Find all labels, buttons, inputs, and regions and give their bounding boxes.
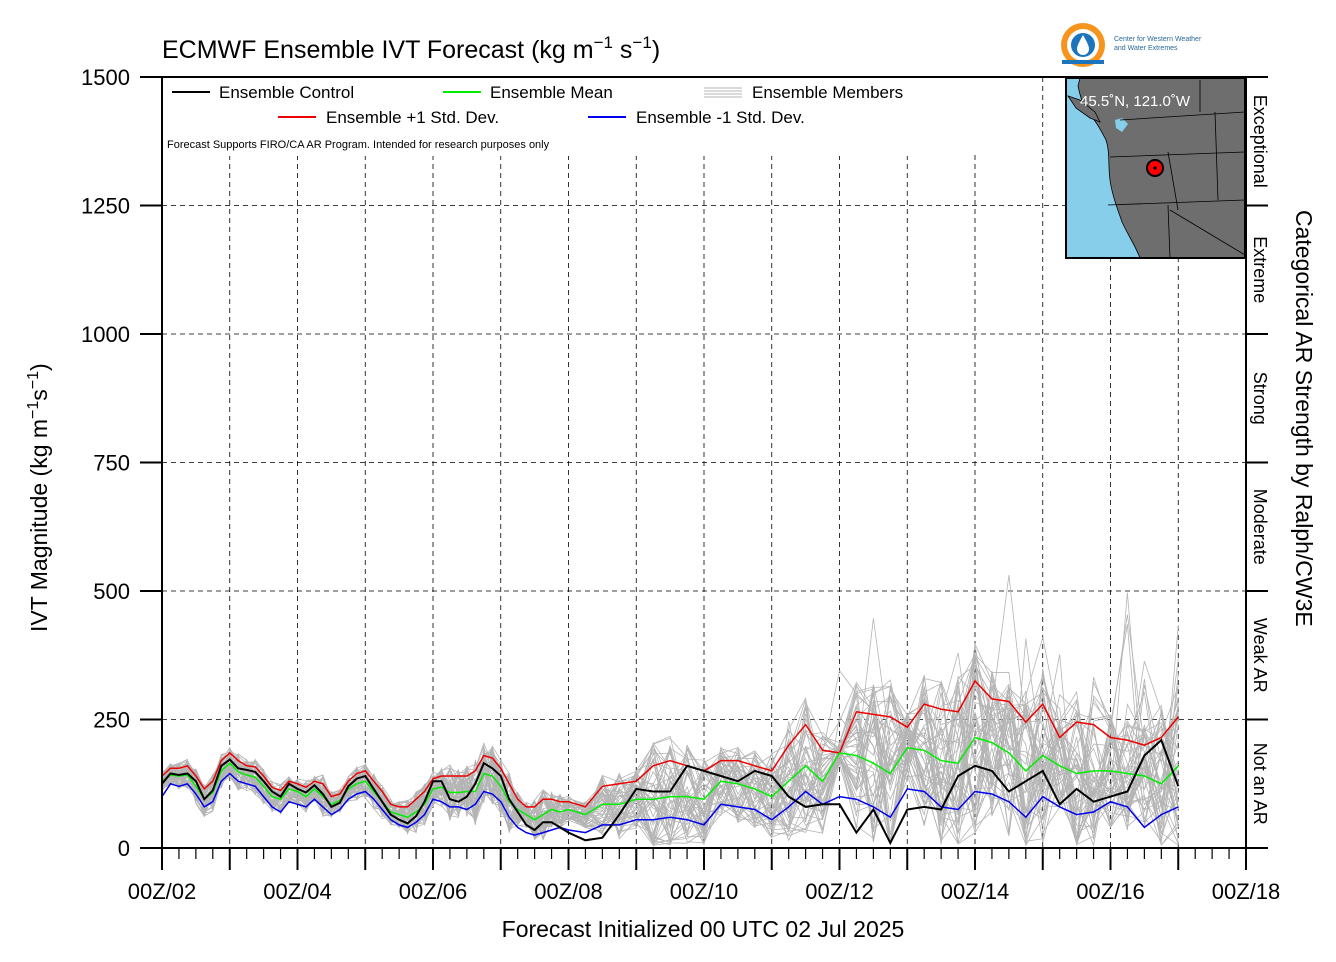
inset-map: 45.5˚N, 121.0˚W — [1065, 77, 1246, 259]
category-label: Extreme — [1250, 236, 1270, 303]
x-axis-ticks: 00Z/02 00Z/04 00Z/06 00Z/08 00Z/10 00Z/12 00Z/… — [128, 848, 1281, 904]
category-label: Not an AR — [1250, 743, 1270, 825]
right-axis-label: Categorical AR Strength by Ralph/CW3E — [1291, 210, 1317, 627]
title-sup2: −1 — [632, 33, 651, 52]
x-tick-label: 00Z/06 — [399, 879, 468, 904]
ensemble-member-line — [161, 652, 1179, 846]
map-location-label: 45.5˚N, 121.0˚W — [1080, 93, 1191, 110]
y-tick-label: 750 — [93, 451, 130, 476]
x-tick-label: 00Z/02 — [128, 879, 197, 904]
ensemble-member-line — [161, 642, 1179, 834]
y-tick-label: 0 — [118, 836, 130, 861]
category-label: Strong — [1250, 372, 1270, 425]
island-outline — [1067, 95, 1101, 123]
legend-label-members: Ensemble Members — [752, 83, 903, 102]
title-mid: s — [613, 36, 632, 64]
ensemble-members — [161, 574, 1179, 847]
series-lines — [161, 679, 1180, 846]
research-note: Forecast Supports FIRO/CA AR Program. In… — [167, 139, 550, 151]
title-main: ECMWF Ensemble IVT Forecast (kg m — [162, 36, 594, 64]
x-axis-label: Forecast Initialized 00 UTC 02 Jul 2025 — [502, 916, 905, 942]
legend: Ensemble Control Ensemble Mean Ensemble … — [164, 80, 934, 156]
x-tick-label: 00Z/14 — [941, 879, 1010, 904]
category-label: Weak AR — [1250, 618, 1270, 693]
x-tick-label: 00Z/12 — [805, 879, 874, 904]
logo-wave — [1062, 60, 1104, 64]
legend-label-minus: Ensemble -1 Std. Dev. — [636, 108, 805, 127]
legend-label-control: Ensemble Control — [219, 83, 354, 102]
x-tick-label: 00Z/04 — [263, 879, 332, 904]
y-axis-label: IVT Magnitude (kg m−1s−1) — [25, 363, 52, 632]
cw3e-logo: Center for Western Weather and Water Ext… — [1061, 23, 1202, 67]
ensemble-member-line — [161, 665, 1179, 842]
title-end: ) — [652, 36, 660, 64]
sound-water — [1115, 118, 1128, 132]
x-tick-label: 00Z/10 — [670, 879, 739, 904]
category-label: Exceptional — [1250, 95, 1270, 188]
y-tick-label: 1000 — [81, 322, 130, 347]
series-line-ensemble-1-std-dev- — [161, 679, 1179, 808]
map-frame — [1065, 77, 1246, 259]
y-tick-label: 1500 — [81, 65, 130, 90]
state-borders — [1107, 80, 1246, 259]
series-line-ensemble-control — [161, 738, 1180, 846]
title-sup1: −1 — [594, 33, 613, 52]
legend-label-plus: Ensemble +1 Std. Dev. — [326, 108, 499, 127]
y-tick-label: 250 — [93, 708, 130, 733]
x-tick-label: 00Z/08 — [534, 879, 603, 904]
y-tick-label: 500 — [93, 579, 130, 604]
x-tick-label: 00Z/16 — [1076, 879, 1145, 904]
series-line-ensemble-mean — [161, 736, 1179, 821]
legend-swatch-members — [704, 87, 742, 98]
ensemble-member-line — [161, 638, 1179, 845]
category-label: Moderate — [1250, 489, 1270, 565]
logo-line1: Center for Western Weather — [1114, 36, 1202, 43]
location-marker-dot — [1153, 166, 1157, 170]
logo-line2: and Water Extremes — [1114, 45, 1178, 52]
y-axis-ticks: 0 250 500 750 1000 1250 1500 — [81, 65, 1268, 861]
series-line-ensemble-1-std-dev- — [161, 772, 1179, 836]
ensemble-member-line — [161, 680, 1179, 846]
ar-category-labels: Not an AR Weak AR Moderate Strong Extreme Exc… — [1250, 95, 1270, 825]
water-drop-icon — [1077, 35, 1089, 55]
chart-title: ECMWF Ensemble IVT Forecast (kg m−1 s−1) — [162, 33, 660, 64]
x-tick-label: 00Z/18 — [1212, 879, 1281, 904]
legend-label-mean: Ensemble Mean — [490, 83, 613, 102]
y-tick-label: 1250 — [81, 194, 130, 219]
